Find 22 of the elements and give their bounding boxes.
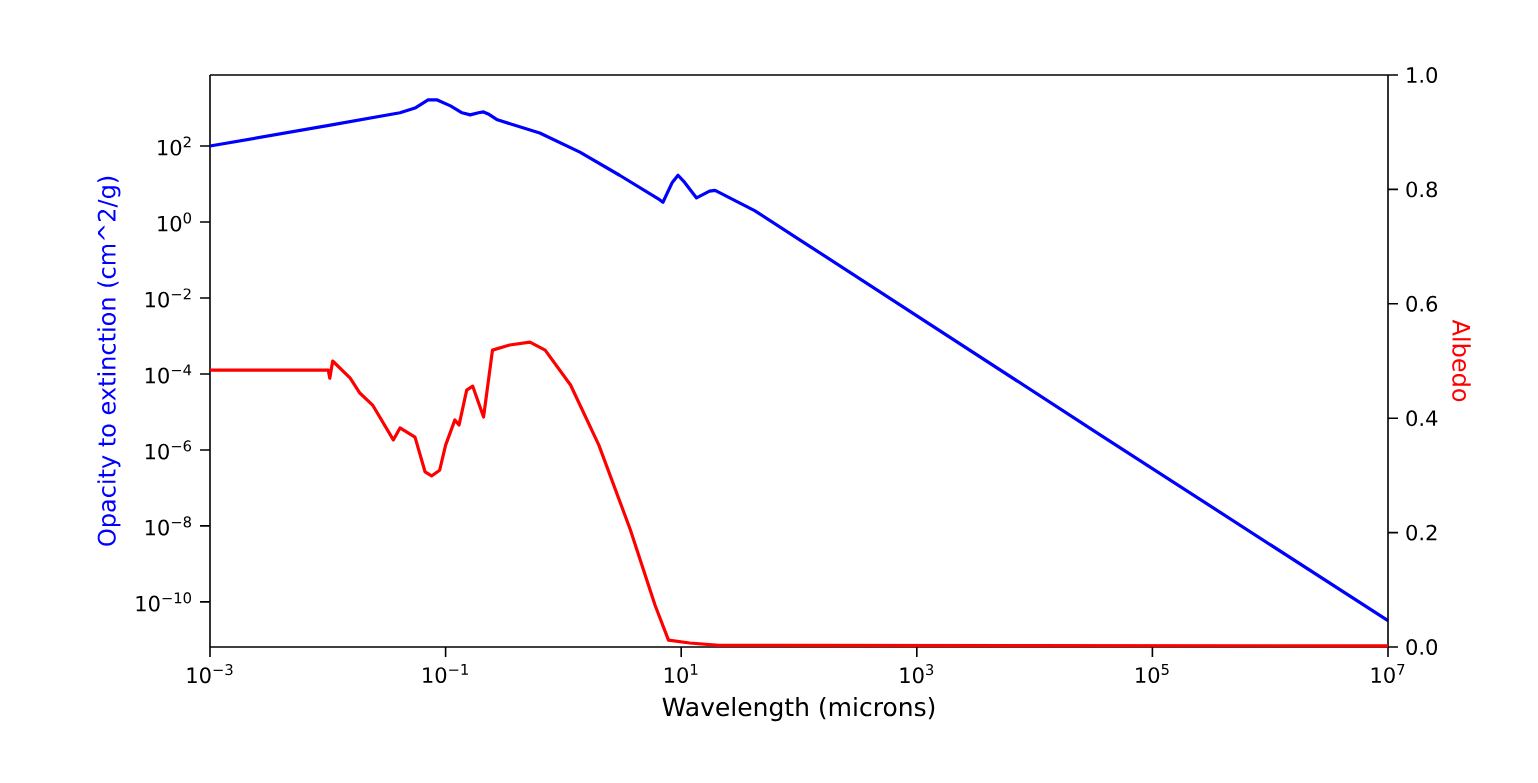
x-tick-label: 10$^{1}$ [664,664,698,684]
y2-tick-label: 0.4 [1406,410,1438,427]
y-tick-label: 10$^{2}$ [158,136,191,156]
y2-tick-label: 0.8 [1406,181,1437,198]
x-axis-title: Wavelength (microns) [662,696,935,722]
y2-axis-title: Albedo [1452,319,1471,402]
y-tick-label: 10$^{−6}$ [145,440,192,460]
y2-tick-label: 1.0 [1407,67,1438,83]
y-tick-label: 10$^{−4}$ [145,364,192,384]
y2-tick-label: 0.0 [1406,639,1438,655]
x-tick-label: 10$^{3}$ [900,664,934,684]
y-tick-label: 10$^{−2}$ [145,288,191,308]
y-tick-label: 10$^{−8}$ [145,516,191,536]
y-tick-label: 10$^{0}$ [158,212,191,232]
y-axis-title: Opacity to extinction (cm^2/g) [97,176,121,546]
x-tick-label: 10$^{5}$ [1136,664,1169,684]
y2-tick-label: 0.6 [1406,295,1438,312]
x-tick-label: 10$^{−3}$ [187,664,233,684]
y-tick-label: 10$^{−10}$ [136,592,191,612]
x-tick-label: 10$^{−1}$ [423,664,468,684]
x-tick-label: 10$^{7}$ [1371,664,1405,684]
y2-tick-label: 0.2 [1406,524,1437,541]
